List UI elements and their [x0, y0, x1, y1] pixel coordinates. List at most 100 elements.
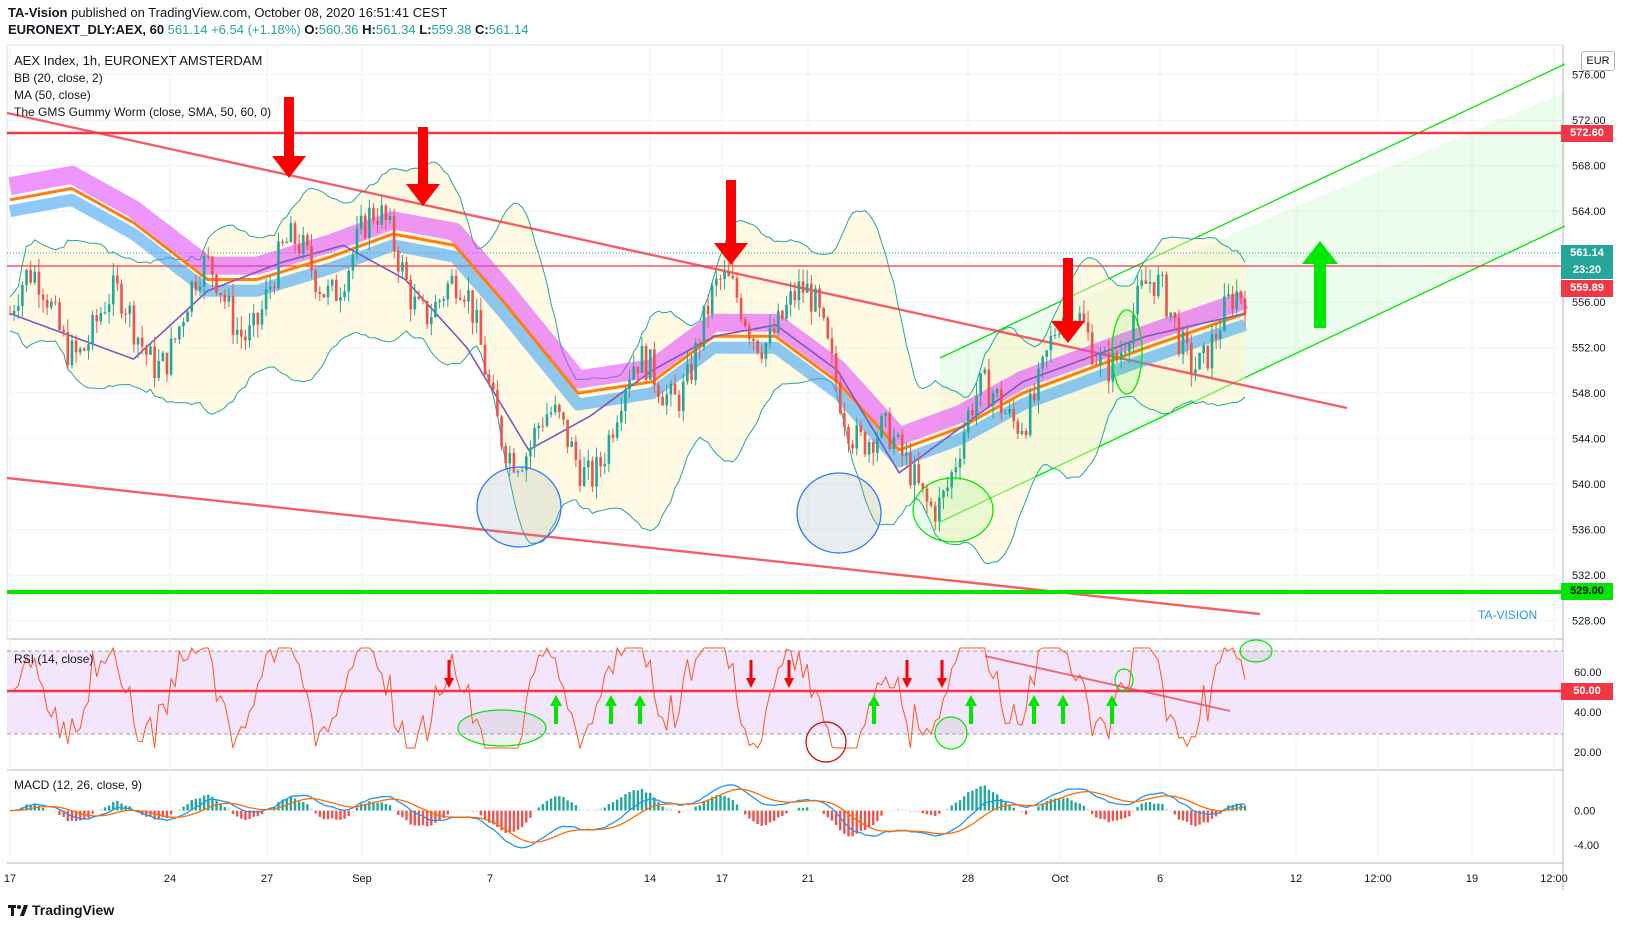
legend-macd[interactable]: MACD (12, 26, close, 9) — [14, 778, 143, 792]
candle — [128, 301, 132, 328]
macd-bar — [1074, 802, 1077, 811]
low-label: L: — [419, 22, 432, 37]
macd-bar — [99, 808, 103, 811]
macd-bar — [174, 810, 177, 812]
macd-bar — [1033, 810, 1036, 811]
macd-bar — [25, 804, 28, 811]
macd-bar — [496, 810, 499, 828]
macd-bar — [760, 810, 763, 826]
candle — [1210, 324, 1214, 378]
candle — [1128, 340, 1131, 364]
candle — [925, 484, 929, 514]
candle — [979, 372, 982, 407]
candle — [182, 317, 185, 338]
rsi-signal-arrows — [444, 660, 1118, 724]
price-tick-label: 568.00 — [1572, 161, 1606, 173]
bull-channel-fill — [940, 92, 1565, 516]
macd-bar — [405, 810, 408, 821]
macd-bar — [1095, 810, 1098, 818]
macd-bar — [574, 805, 578, 811]
macd-bar — [207, 794, 210, 811]
candle — [880, 413, 883, 439]
candle — [1090, 324, 1094, 366]
macd-bar — [669, 808, 673, 811]
macd-bar — [58, 810, 61, 815]
macd-bar — [302, 802, 305, 811]
macd-bar — [1115, 810, 1119, 821]
candle — [78, 346, 82, 356]
macd-bar — [1107, 810, 1110, 823]
candle — [950, 469, 954, 499]
candle — [1231, 285, 1234, 317]
macd-bar — [29, 804, 32, 811]
legend-bb[interactable]: BB (20, close, 2) — [14, 71, 103, 85]
candle — [991, 389, 995, 419]
candle — [318, 286, 322, 302]
sell-arrow-icon — [714, 180, 748, 265]
candle — [178, 325, 181, 345]
candle — [240, 316, 243, 349]
macd-bar — [178, 808, 181, 811]
macd-bar — [310, 808, 313, 811]
price-change: +6.54 (+1.18%) — [211, 22, 301, 37]
candle — [268, 274, 272, 300]
macd-bar — [744, 810, 747, 815]
macd-bar — [702, 800, 706, 811]
time-tick-label: 21 — [802, 873, 814, 885]
candle — [768, 314, 772, 349]
candle — [1028, 387, 1032, 438]
candle — [310, 234, 313, 279]
currency-button[interactable]: EUR — [1581, 51, 1615, 71]
time-tick-label: Oct — [1051, 873, 1068, 885]
candle — [289, 216, 293, 243]
time-tick-label: 19 — [1466, 873, 1478, 885]
candle — [595, 447, 598, 499]
candle — [599, 451, 602, 478]
candle — [190, 280, 194, 318]
sell-arrow-icon — [406, 127, 440, 206]
legend-worm[interactable]: The GMS Gummy Worm (close, SMA, 50, 60, … — [14, 105, 272, 119]
candle — [615, 415, 619, 441]
candle — [566, 419, 569, 454]
macd-bar — [967, 792, 970, 811]
macd-bar — [1190, 810, 1193, 826]
candle — [562, 411, 565, 426]
candle — [785, 295, 788, 322]
macd-bar — [657, 802, 660, 811]
chart-title: AEX Index, 1h, EURONEXT AMSTERDAM — [14, 53, 263, 68]
price-axis[interactable]: 576.00572.00568.00564.00560.00556.00552.… — [1572, 70, 1606, 852]
macd-bar — [227, 808, 231, 811]
candle — [764, 342, 768, 368]
candle — [322, 293, 326, 299]
candle — [21, 281, 24, 317]
candle — [454, 269, 458, 305]
candle — [929, 497, 933, 508]
candle — [363, 212, 367, 240]
macd-tick-label: -4.00 — [1574, 840, 1599, 852]
candle — [95, 309, 99, 333]
candle — [1214, 322, 1218, 350]
rsi-line — [13, 646, 1246, 750]
candle — [508, 445, 512, 477]
macd-bar — [397, 810, 400, 815]
macd-bar — [1235, 803, 1238, 811]
footer-brand[interactable]: TradingView — [8, 902, 114, 918]
candle — [938, 486, 941, 532]
macd-bar — [186, 804, 189, 811]
candle — [231, 283, 235, 344]
time-axis[interactable]: 17 24 27 Sep 7 14 17 21 28 Oct 6 12 12:00 19 12:00 — [4, 873, 1568, 885]
candle — [41, 288, 45, 313]
candle — [396, 245, 400, 283]
time-tick-label: 27 — [261, 873, 273, 885]
candle — [810, 274, 813, 325]
macd-bar — [884, 810, 887, 812]
candle — [715, 271, 718, 297]
legend-rsi[interactable]: RSI (14, close) — [14, 652, 94, 666]
legend-ma[interactable]: MA (50, close) — [14, 88, 91, 102]
macd-bar — [322, 810, 326, 820]
candle — [723, 259, 726, 290]
macd-bar — [1132, 810, 1135, 813]
macd-bar — [636, 790, 640, 811]
publisher-name[interactable]: TA-Vision — [8, 5, 68, 20]
